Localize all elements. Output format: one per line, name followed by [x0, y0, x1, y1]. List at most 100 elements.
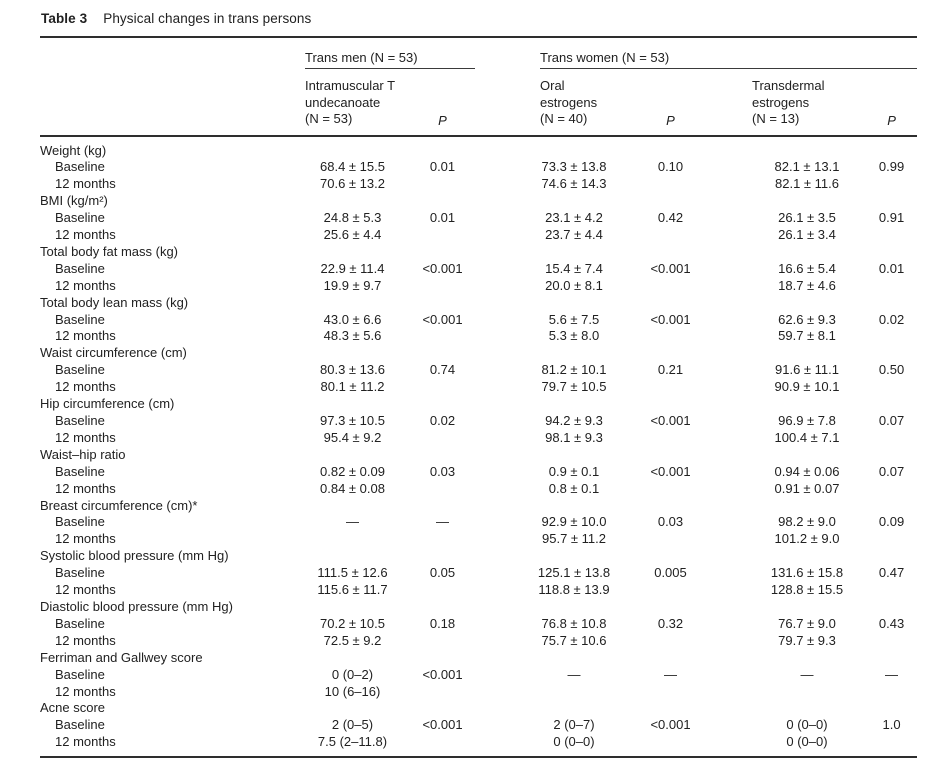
cell-p: 0.02	[429, 413, 456, 428]
table-row: 12 months 115.6 ± 11.7 118.8 ± 13.9 128.8 ±…	[40, 582, 917, 599]
cell-value: 23.1 ± 4.2	[545, 210, 603, 226]
cell-value: 2 (0–7)	[553, 717, 595, 733]
cell-value: 95.7 ± 11.2	[542, 531, 606, 547]
cell-p: 0.91	[878, 210, 905, 226]
cell-gap	[475, 633, 515, 650]
cell-p: 0.07	[878, 463, 905, 479]
cell-value: 48.3 ± 5.6	[323, 328, 382, 344]
stub-cell	[40, 37, 295, 69]
cell-value	[748, 684, 866, 701]
cell-value: 111.5 ± 12.6	[317, 565, 388, 581]
cell-gap	[708, 565, 748, 582]
cell-gap	[475, 261, 515, 278]
cell-value: 0.91 ± 0.07	[774, 480, 840, 496]
cell-gap	[708, 379, 748, 396]
row-label: Baseline	[55, 210, 105, 226]
cell-value: 82.1 ± 13.1	[774, 159, 840, 175]
cell-gap	[708, 176, 748, 193]
cell-p	[410, 278, 475, 295]
cell-p: 1.0	[882, 717, 901, 733]
cell-p: 0.01	[429, 210, 456, 226]
row-label: Baseline	[55, 260, 105, 276]
cell-p: 0.50	[878, 362, 905, 378]
cell-value: 19.9 ± 9.7	[323, 277, 382, 293]
column-header-row: Intramuscular T undecanoate (N = 53) P O…	[40, 69, 918, 137]
cell-value: 80.1 ± 11.2	[320, 379, 385, 395]
cell-gap	[708, 582, 748, 599]
section-label: Weight (kg)	[40, 142, 107, 158]
cell-value: 79.7 ± 10.5	[541, 379, 607, 395]
group-header-trans-women: Trans women (N = 53)	[515, 37, 918, 69]
cell-gap	[475, 684, 515, 701]
cell-p: 0.21	[657, 362, 684, 378]
cell-p: <0.001	[650, 413, 691, 428]
section-label: Systolic blood pressure (mm Hg)	[40, 548, 229, 564]
cell-value: 101.2 ± 9.0	[774, 531, 840, 547]
row-label: 12 months	[55, 480, 116, 496]
section-row: Diastolic blood pressure (mm Hg)	[40, 599, 917, 616]
cell-p	[866, 278, 917, 295]
cell-value: 0 (0–0)	[553, 734, 595, 750]
group-gap	[475, 37, 515, 69]
cell-value: 26.1 ± 3.5	[778, 210, 836, 226]
table-row: Baseline 22.9 ± 11.4 <0.001 15.4 ± 7.4 <0.00…	[40, 261, 917, 278]
cell-value	[295, 531, 410, 548]
cell-p	[633, 176, 708, 193]
cell-gap	[475, 582, 515, 599]
section-row: Systolic blood pressure (mm Hg)	[40, 548, 917, 565]
cell-p: 0.09	[878, 514, 905, 530]
cell-value: 0 (0–0)	[786, 717, 828, 733]
column-gap	[708, 69, 748, 137]
cell-gap	[708, 210, 748, 227]
cell-value: 0.94 ± 0.06	[774, 463, 840, 479]
cell-gap	[475, 464, 515, 481]
cell-value: 76.7 ± 9.0	[778, 615, 836, 631]
cell-value: 68.4 ± 15.5	[320, 159, 385, 175]
cell-gap	[708, 616, 748, 633]
row-label: Baseline	[55, 311, 105, 327]
table-row: Baseline 80.3 ± 13.6 0.74 81.2 ± 10.1 0.21 91…	[40, 362, 917, 379]
cell-gap	[475, 312, 515, 329]
cell-value: 96.9 ± 7.8	[778, 413, 836, 428]
cell-value: 0.84 ± 0.08	[320, 480, 385, 496]
cell-gap	[475, 210, 515, 227]
column-header-p2: P	[633, 69, 708, 137]
section-label: Hip circumference (cm)	[40, 396, 175, 412]
cell-p	[410, 176, 475, 193]
cell-gap	[475, 531, 515, 548]
cell-p	[633, 531, 708, 548]
cell-value: 59.7 ± 8.1	[778, 328, 836, 344]
cell-p: 0.42	[657, 210, 684, 226]
cell-value: 62.6 ± 9.3	[778, 311, 836, 327]
cell-gap	[708, 413, 748, 430]
section-row: Total body lean mass (kg)	[40, 295, 917, 312]
cell-gap	[708, 464, 748, 481]
cell-value: 100.4 ± 7.1	[774, 429, 840, 445]
row-label: Baseline	[55, 666, 105, 682]
cell-p	[410, 227, 475, 244]
cell-p	[866, 481, 917, 498]
column-header-oral-estrogens: Oral estrogens (N = 40)	[515, 69, 633, 137]
section-row: Ferriman and Gallwey score	[40, 650, 917, 667]
table-row: Baseline 111.5 ± 12.6 0.05 125.1 ± 13.8 0.00…	[40, 565, 917, 582]
row-label: 12 months	[55, 277, 116, 293]
cell-p	[633, 430, 708, 447]
table-row: 12 months 95.7 ± 11.2 101.2 ± 9.0	[40, 531, 917, 548]
cell-value: 91.6 ± 11.1	[775, 362, 839, 378]
cell-value: —	[346, 514, 359, 530]
cell-p: —	[436, 514, 449, 530]
cell-gap	[708, 159, 748, 176]
table-title: Physical changes in trans persons	[103, 11, 312, 26]
table-row: 12 months 25.6 ± 4.4 23.7 ± 4.4 26.1 ± 3.4	[40, 227, 917, 244]
cell-value: 76.8 ± 10.8	[541, 615, 607, 631]
cell-p	[866, 684, 917, 701]
cell-p: 0.99	[878, 159, 905, 175]
section-row: BMI (kg/m²)	[40, 193, 917, 210]
cell-value: 2 (0–5)	[331, 717, 374, 733]
table-row: Baseline 43.0 ± 6.6 <0.001 5.6 ± 7.5 <0.001 6…	[40, 312, 917, 329]
cell-p: 0.05	[429, 565, 456, 581]
column-header-p3: P	[866, 69, 918, 137]
cell-value: 10 (6–16)	[324, 683, 381, 699]
cell-gap	[475, 481, 515, 498]
table-row: 12 months 95.4 ± 9.2 98.1 ± 9.3 100.4 ± 7.1	[40, 430, 917, 447]
